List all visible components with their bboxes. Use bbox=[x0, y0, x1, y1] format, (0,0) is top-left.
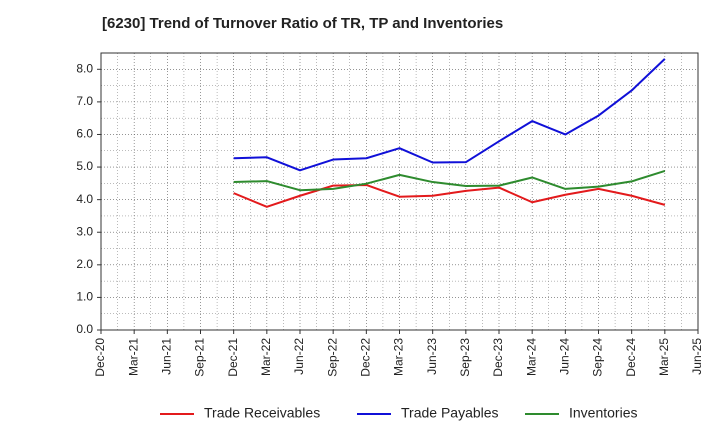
legend-label-inventories: Inventories bbox=[569, 405, 637, 421]
y-tick-label: 8.0 bbox=[76, 61, 93, 75]
y-tick-label: 0.0 bbox=[76, 322, 93, 336]
x-tick-label: Dec-23 bbox=[491, 338, 505, 377]
x-tick-label: Sep-23 bbox=[458, 338, 472, 377]
y-tick-label: 6.0 bbox=[76, 127, 93, 141]
legend: Trade Receivables Trade Payables Inventori… bbox=[160, 405, 637, 421]
legend-label-trade-receivables: Trade Receivables bbox=[204, 405, 320, 421]
y-tick-label: 3.0 bbox=[76, 224, 93, 238]
x-tick-label: Dec-24 bbox=[624, 338, 638, 377]
x-tick-label: Jun-21 bbox=[160, 338, 174, 375]
x-tick-label: Jun-25 bbox=[690, 338, 704, 375]
y-tick-label: 2.0 bbox=[76, 257, 93, 271]
x-tick-label: Mar-25 bbox=[657, 338, 671, 376]
x-tick-label: Mar-24 bbox=[524, 338, 538, 376]
x-tick-label: Mar-21 bbox=[126, 338, 140, 376]
y-tick-label: 4.0 bbox=[76, 192, 93, 206]
y-tick-label: 5.0 bbox=[76, 159, 93, 173]
series-line-inventories bbox=[233, 170, 666, 192]
x-tick-label: Sep-24 bbox=[591, 338, 605, 377]
x-tick-label: Mar-23 bbox=[392, 338, 406, 376]
x-tick-label: Jun-24 bbox=[558, 338, 572, 375]
x-tick-label: Dec-20 bbox=[93, 338, 107, 377]
x-tick-label: Jun-22 bbox=[292, 338, 306, 375]
x-tick-label: Dec-22 bbox=[359, 338, 373, 377]
axes: Dec-20 Mar-21 Jun-21 Sep-21 Dec-21 Mar-22 Jun-… bbox=[76, 52, 704, 377]
chart-title: [6230] Trend of Turnover Ratio of TR, TP… bbox=[102, 15, 504, 32]
plot-frame bbox=[100, 52, 699, 331]
y-tick-label: 7.0 bbox=[76, 94, 93, 108]
legend-label-trade-payables: Trade Payables bbox=[401, 405, 499, 421]
x-tick-label: Sep-21 bbox=[193, 338, 207, 377]
series bbox=[233, 58, 666, 208]
series-line-trade-receivables bbox=[233, 183, 666, 208]
x-tick-label: Jun-23 bbox=[425, 338, 439, 375]
x-tick-label: Sep-22 bbox=[325, 338, 339, 377]
y-tick-label: 1.0 bbox=[76, 290, 93, 304]
x-tick-label: Dec-21 bbox=[226, 338, 240, 377]
x-tick-label: Mar-22 bbox=[259, 338, 273, 376]
series-line-trade-payables bbox=[233, 58, 666, 172]
